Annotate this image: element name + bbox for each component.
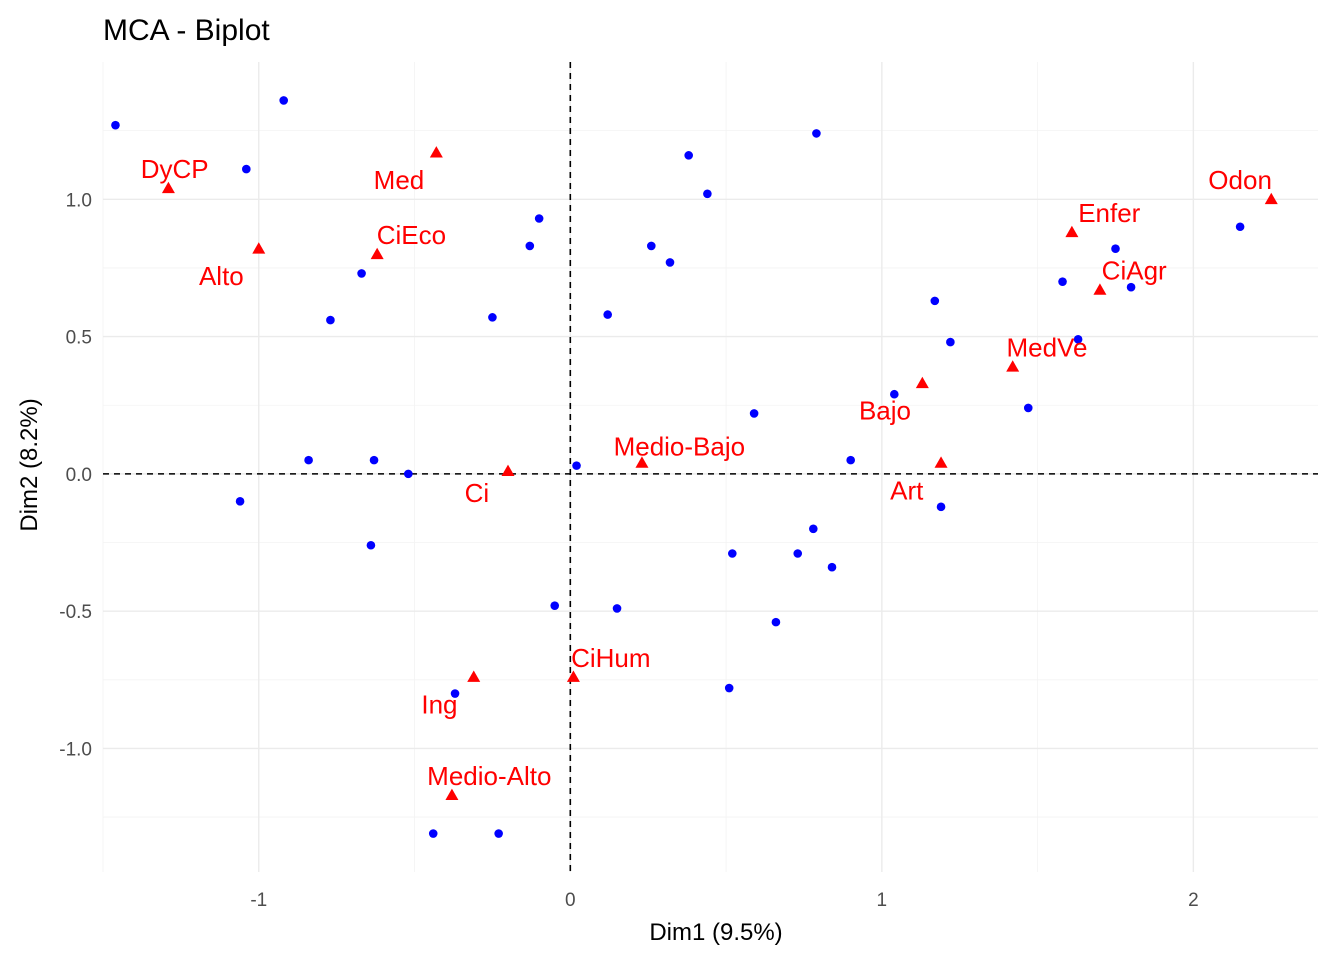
category-label: Alto [199, 261, 244, 291]
category-point [429, 146, 443, 158]
x-tick-label: 2 [1188, 890, 1199, 911]
individual-point [1126, 282, 1136, 292]
individual-point [1073, 335, 1083, 344]
individual-point [936, 502, 946, 512]
category-point [566, 670, 580, 682]
category-label: CiEco [377, 220, 446, 250]
x-tick-label: 1 [877, 890, 888, 911]
individual-point [572, 461, 581, 470]
individual-point [494, 829, 503, 838]
category-label: Med [374, 165, 425, 195]
individual-point [404, 469, 413, 479]
category-label: Odon [1208, 165, 1272, 195]
individual-point [946, 337, 955, 347]
y-axis-title: Dim2 (8.2%) [16, 398, 43, 531]
chart-title: MCA - Biplot [103, 14, 270, 47]
y-axis-ticks: -1.0 -0.5 0.0 0.5 1.0 [59, 190, 92, 760]
individual-point [827, 562, 837, 572]
individual-point [930, 296, 940, 306]
reference-lines [103, 62, 1318, 872]
category-label: Enfer [1078, 198, 1140, 228]
y-tick-label: -0.5 [59, 602, 92, 623]
y-tick-label: -1.0 [59, 739, 92, 760]
category-point [445, 788, 459, 800]
category-point [501, 464, 515, 476]
category-point [635, 456, 649, 468]
individual-point [525, 241, 535, 251]
category-label: Ing [421, 690, 457, 720]
individual-point [812, 129, 821, 138]
category-point [1065, 225, 1079, 238]
x-axis-title: Dim1 (9.5%) [649, 919, 782, 946]
category-point [934, 456, 948, 468]
individual-point [1235, 222, 1245, 232]
individual-point [242, 164, 251, 174]
individual-point [603, 310, 612, 319]
individual-point [235, 497, 245, 506]
category-points: DyCP Med CiEco Alto Ci Medio-Bajo Bajo Art MedVe… [141, 146, 1278, 800]
category-point [161, 181, 175, 194]
individual-point [749, 409, 759, 418]
individual-points [111, 96, 1245, 838]
category-label: CiHum [571, 643, 650, 673]
individual-point [809, 524, 818, 534]
category-point [370, 247, 384, 260]
individual-point [1023, 403, 1033, 413]
category-label: Bajo [859, 396, 911, 426]
category-label: CiAgr [1102, 256, 1167, 286]
individual-point [703, 189, 712, 199]
individual-point [612, 604, 622, 613]
category-label: Ci [465, 478, 490, 508]
individual-point [793, 549, 803, 558]
x-axis-ticks: -1 0 1 2 [250, 890, 1198, 911]
individual-point [1058, 277, 1067, 286]
individual-point [724, 683, 734, 693]
individual-point [647, 241, 656, 251]
individual-point [846, 455, 855, 465]
individual-point [304, 455, 313, 465]
individual-point [111, 120, 120, 130]
individual-point [684, 151, 693, 160]
y-tick-label: 0.5 [66, 328, 92, 349]
category-label: Medio-Bajo [614, 431, 746, 461]
individual-point [728, 549, 737, 558]
y-tick-label: 0.0 [66, 465, 92, 486]
individual-point [534, 214, 544, 223]
category-point [1093, 283, 1107, 295]
category-point [915, 376, 929, 389]
individual-point [369, 455, 379, 465]
individual-point [450, 689, 460, 698]
category-point [1264, 192, 1278, 205]
category-label: Art [890, 475, 924, 505]
y-tick-label: 1.0 [66, 190, 92, 211]
category-label: Medio-Alto [427, 761, 551, 791]
individual-point [1111, 244, 1120, 254]
individual-point [357, 269, 366, 278]
individual-point [488, 313, 497, 322]
individual-point [890, 389, 899, 399]
category-label: MedVe [1006, 333, 1087, 363]
individual-point [771, 617, 781, 627]
individual-point [366, 540, 376, 550]
category-point [467, 670, 481, 682]
individual-point [665, 258, 675, 267]
x-tick-label: -1 [250, 890, 267, 911]
category-point [1006, 360, 1020, 372]
individual-point [279, 96, 288, 105]
individual-point [326, 315, 335, 325]
x-tick-label: 0 [565, 890, 576, 911]
category-point [252, 242, 266, 254]
individual-point [550, 601, 560, 610]
category-label: DyCP [141, 154, 209, 184]
individual-point [428, 829, 438, 838]
